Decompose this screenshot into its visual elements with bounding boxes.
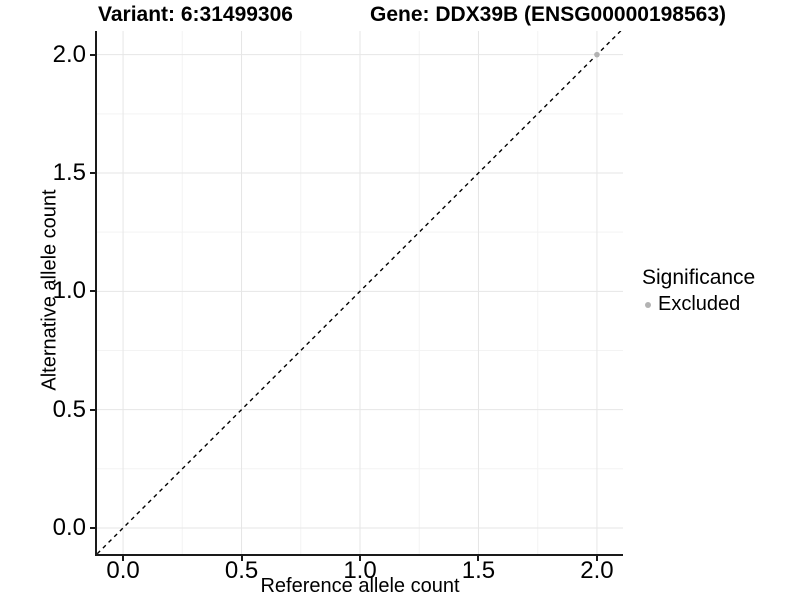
data-point-excluded: [594, 51, 600, 58]
x-tick-label: 1.5: [461, 557, 496, 584]
x-tick: [240, 556, 243, 561]
x-tick-label: 1.0: [343, 557, 377, 584]
plot-panel: [97, 31, 623, 554]
x-axis-line: [95, 554, 623, 556]
y-tick-label: 0.0: [52, 513, 86, 541]
y-tick-label: 0.5: [52, 395, 86, 423]
y-tick: [90, 408, 95, 411]
y-tick: [90, 290, 95, 293]
legend-title: Significance: [642, 266, 756, 289]
y-tick-label: 1.0: [52, 277, 86, 305]
legend-entry-label: Excluded: [658, 293, 741, 315]
y-tick: [90, 171, 95, 174]
x-tick: [595, 556, 598, 561]
x-tick-label: 2.0: [580, 557, 614, 584]
x-tick-label: 0.5: [224, 557, 259, 584]
x-tick: [122, 556, 125, 561]
legend-entry: Excluded: [640, 293, 755, 316]
legend-dot-excluded: [645, 301, 651, 308]
x-axis-title: Reference allele count: [260, 575, 460, 597]
legend: Significance Excluded: [640, 266, 755, 316]
y-tick: [90, 526, 95, 529]
x-tick-label: 0.0: [106, 557, 140, 584]
y-tick-label: 1.5: [52, 158, 86, 186]
x-tick: [477, 556, 480, 561]
plot-title-variant: Variant: 6:31499306: [98, 3, 293, 26]
x-tick: [359, 556, 361, 561]
y-tick: [90, 53, 95, 56]
plot-title-gene: Gene: DDX39B (ENSG00000198563): [370, 3, 727, 26]
y-tick-label: 2.0: [52, 40, 86, 68]
identity-line: [97, 31, 622, 554]
plot-svg: [97, 31, 623, 554]
y-axis-line: [95, 31, 97, 556]
